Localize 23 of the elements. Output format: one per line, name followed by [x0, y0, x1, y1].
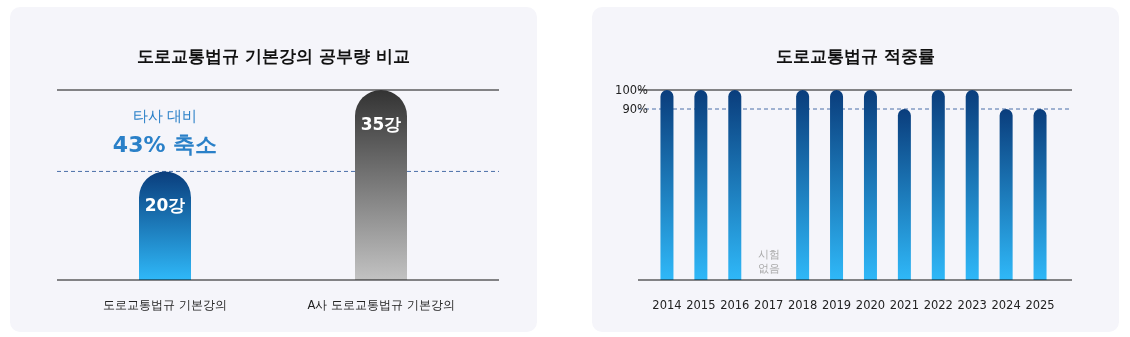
x-tick-label: 2017: [754, 298, 784, 312]
x-tick-label: 도로교통법규 기본강의: [103, 298, 227, 312]
x-tick-label: 2016: [720, 298, 750, 312]
x-tick-label: 2014: [652, 298, 682, 312]
chart-title: 도로교통법규 적중률: [776, 46, 935, 66]
data-label: 20강: [144, 195, 186, 216]
x-tick-label: 2022: [923, 298, 953, 312]
annotation: 시험 없음: [757, 248, 780, 275]
x-tick-label: 2024: [991, 298, 1021, 312]
x-tick-label: 2019: [821, 298, 852, 312]
data-label: 35강: [360, 114, 402, 134]
y-tick-label: 90%: [622, 102, 649, 116]
x-tick-label: 2025: [1025, 298, 1055, 312]
x-tick-label: 2023: [957, 298, 987, 312]
annotation: 타사 대비: [132, 107, 198, 125]
x-tick-label: 2021: [889, 298, 920, 312]
y-tick-label: 100%: [615, 83, 649, 97]
x-tick-label: 2020: [855, 298, 886, 312]
x-tick-label: 2015: [686, 298, 716, 312]
annotation: 43% 축소: [112, 132, 218, 157]
chart-title: 도로교통법규 기본강의 공부량 비교: [137, 46, 410, 66]
x-tick-label: A사 도로교통법규 기본강의: [307, 298, 455, 312]
x-tick-label: 2018: [787, 298, 818, 312]
